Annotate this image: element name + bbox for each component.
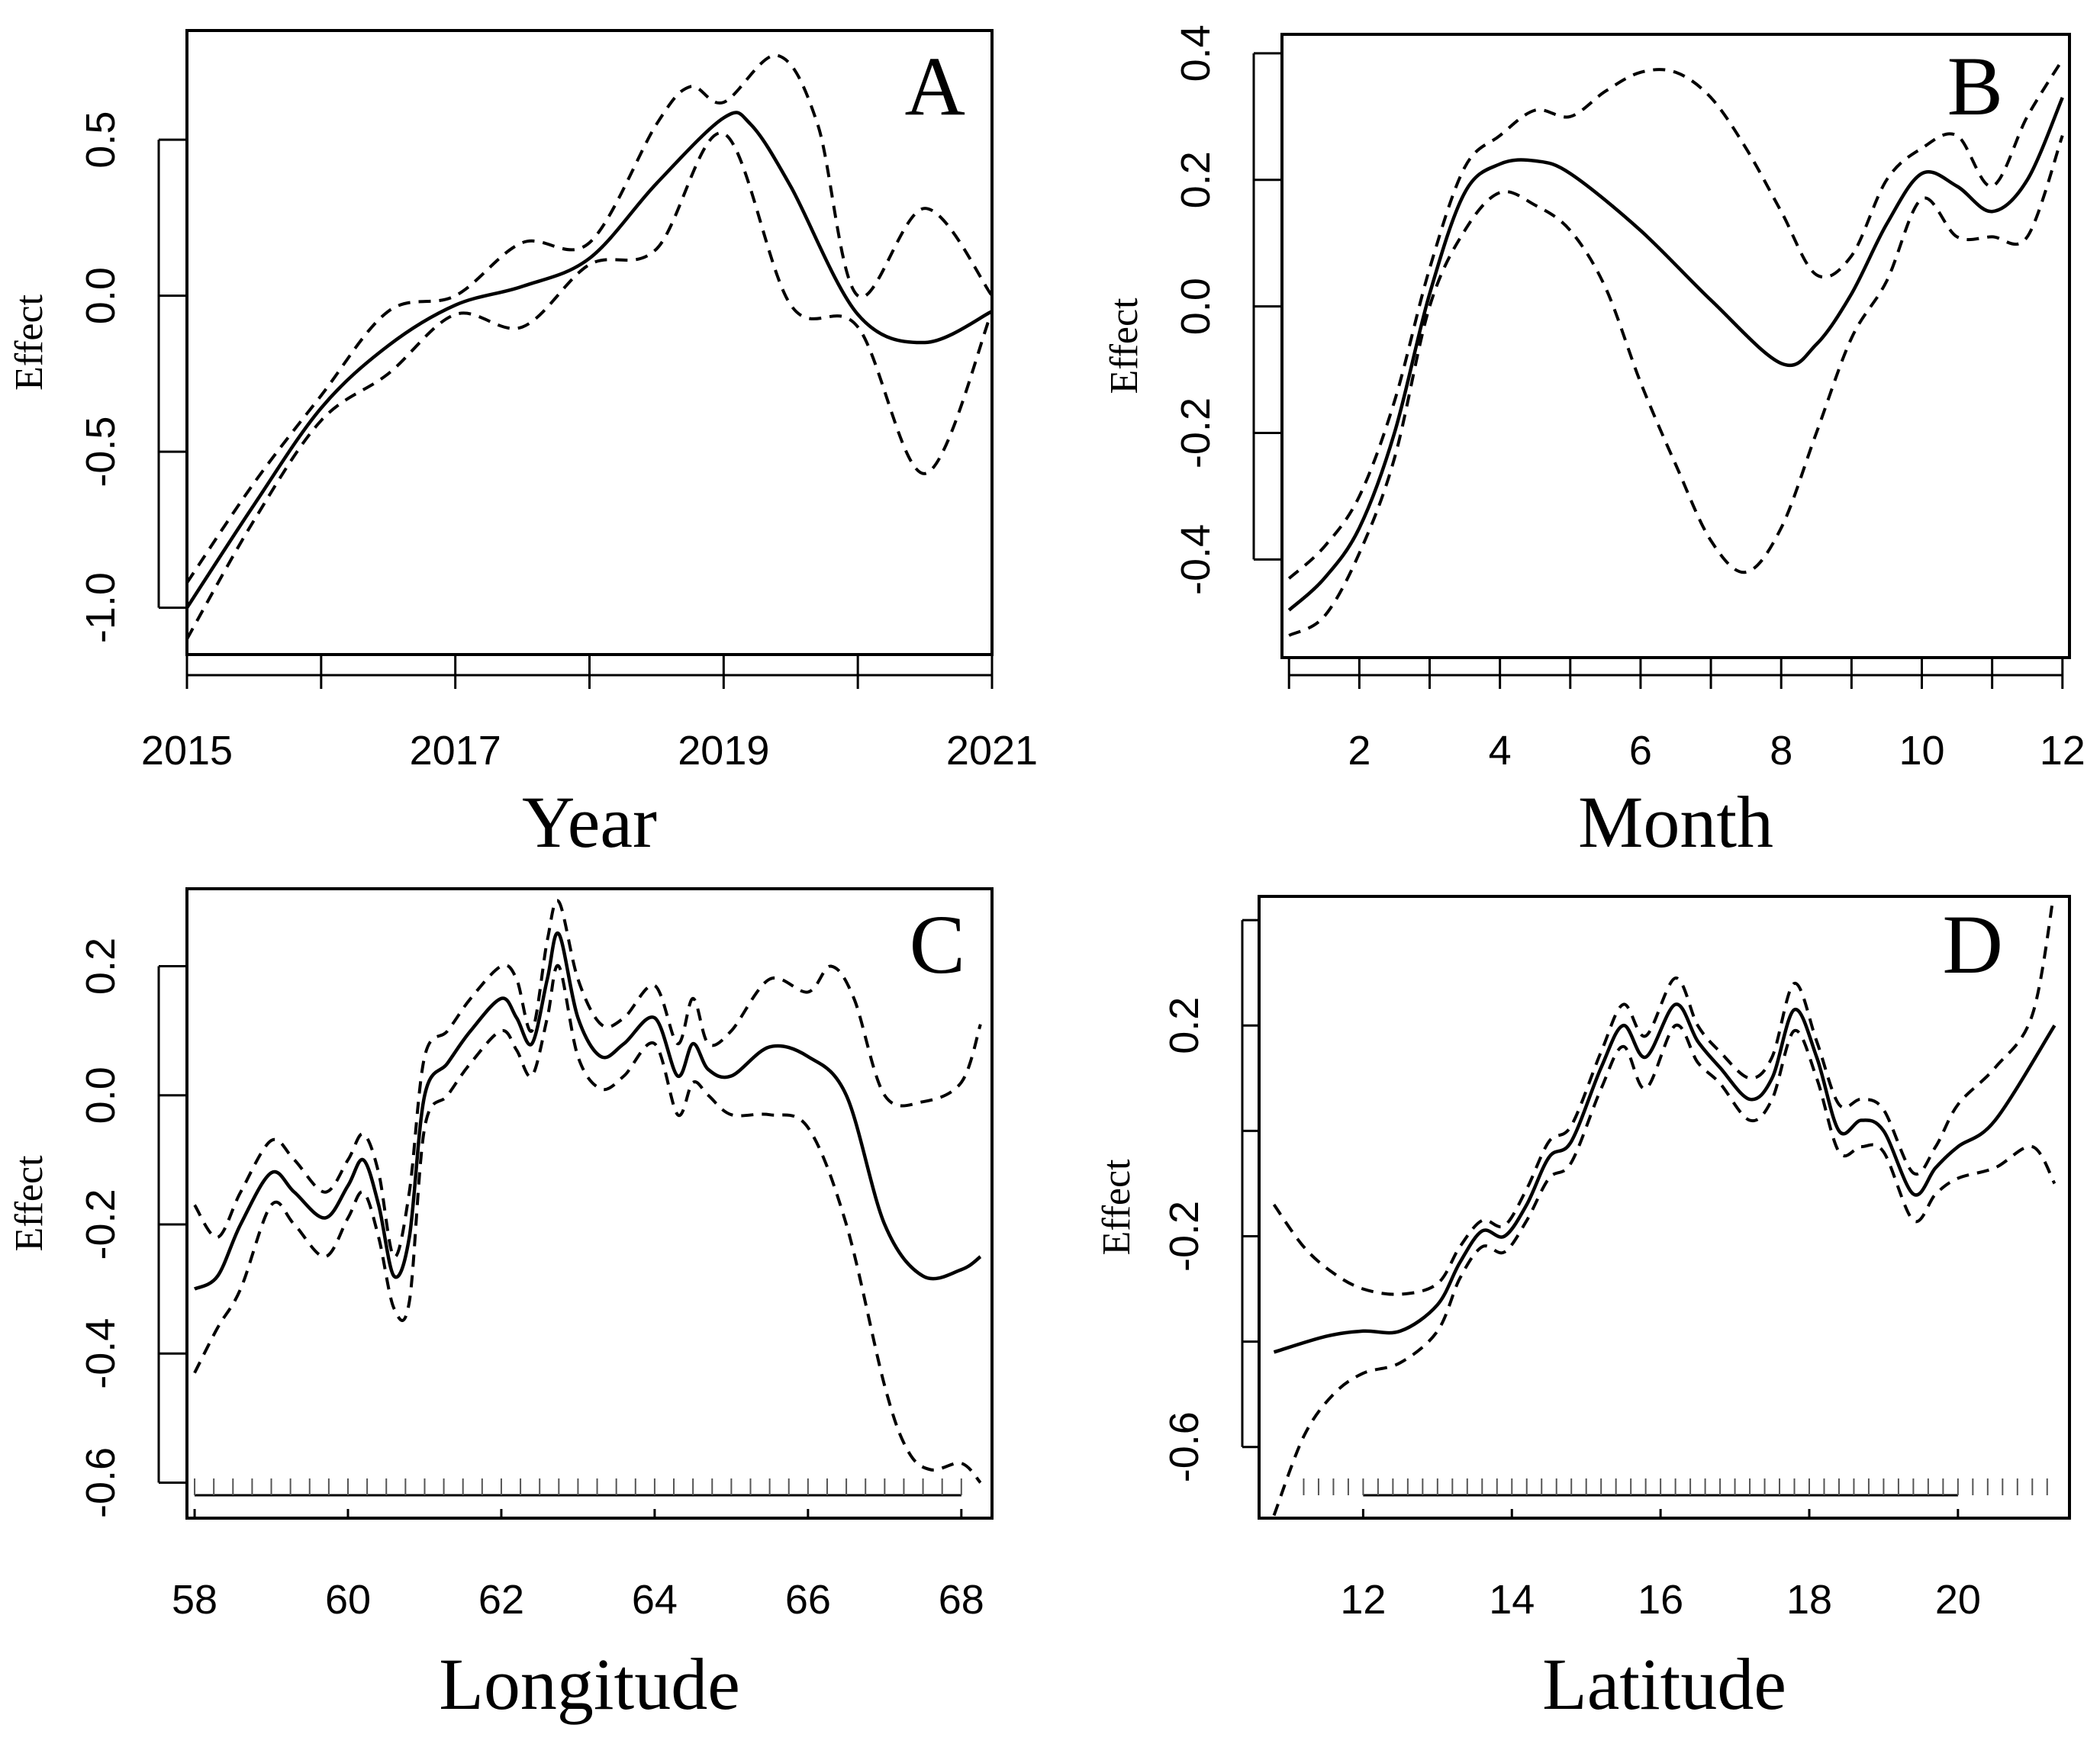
y-tick-label: 0.2 xyxy=(1161,997,1207,1054)
x-tick-label: 12 xyxy=(1340,1577,1386,1623)
smooth-fit-line xyxy=(1273,1002,2057,1354)
x-tick-label: 10 xyxy=(1899,728,1944,774)
x-tick-label: 2021 xyxy=(946,728,1038,774)
series-group xyxy=(1287,59,2064,637)
y-axis-title: Effect xyxy=(1095,1159,1139,1256)
confidence-upper-line xyxy=(193,899,982,1259)
x-tick-label: 64 xyxy=(632,1577,678,1623)
x-tick-label: 68 xyxy=(939,1577,984,1623)
smooth-fit-line xyxy=(187,111,992,609)
x-tick-label: 20 xyxy=(1935,1577,1981,1623)
y-tick-label: -0.2 xyxy=(1173,397,1219,468)
confidence-lower-line xyxy=(193,964,982,1484)
y-tick-label: 0.0 xyxy=(78,267,124,324)
y-tick-label: 0.0 xyxy=(78,1067,124,1124)
y-tick-label: 0.2 xyxy=(78,938,124,995)
x-tick-label: 18 xyxy=(1786,1577,1832,1623)
y-tick-label: 0.2 xyxy=(1173,151,1219,208)
y-tick-label: -0.4 xyxy=(78,1318,124,1389)
confidence-upper-line xyxy=(187,53,992,584)
x-tick-label: 12 xyxy=(2040,728,2086,774)
y-axis-title: Effect xyxy=(8,1155,51,1252)
series-group xyxy=(193,899,982,1484)
y-axis-title: Effect xyxy=(8,294,51,391)
confidence-upper-line xyxy=(1287,59,2064,580)
x-tick-label: 60 xyxy=(325,1577,371,1623)
confidence-upper-line xyxy=(1272,896,2055,1296)
x-tick-label: 62 xyxy=(478,1577,524,1623)
x-tick-label: 16 xyxy=(1638,1577,1683,1623)
x-axis-title: Longitude xyxy=(439,1643,740,1725)
y-tick-label: 0.4 xyxy=(1173,24,1219,82)
x-tick-label: 66 xyxy=(785,1577,831,1623)
confidence-lower-line xyxy=(187,131,992,640)
y-tick-label: -0.6 xyxy=(78,1447,124,1518)
y-tick-label: -1.0 xyxy=(78,572,124,643)
panel-C: 58 60 62 64 66 68 -0.6 -0.4 -0.2 0.0 0.2 Longitude E… xyxy=(8,887,994,1725)
y-tick-label: -0.2 xyxy=(1161,1201,1207,1272)
x-tick-label: 8 xyxy=(1770,728,1792,774)
x-tick-label: 6 xyxy=(1629,728,1652,774)
y-tick-label: -0.6 xyxy=(1161,1411,1207,1482)
smooth-fit-line xyxy=(1287,97,2064,612)
plot-frame xyxy=(185,29,994,656)
x-tick-label: 2 xyxy=(1348,728,1370,774)
x-tick-label: 2017 xyxy=(410,728,501,774)
panel-letter: B xyxy=(1947,40,2003,133)
panel-D: 12 14 16 18 20 -0.6 -0.2 0.2 Latitude Effect D xyxy=(1095,895,2071,1725)
confidence-lower-line xyxy=(1272,1023,2057,1517)
x-tick-label: 14 xyxy=(1489,1577,1535,1623)
panel-A: 2015 2017 2019 2021 -1.0 -0.5 0.0 0.5 Year Effect… xyxy=(8,29,1038,863)
confidence-lower-line xyxy=(1288,135,2064,637)
plot-frame xyxy=(185,887,994,1520)
plot-frame xyxy=(1258,895,2071,1520)
y-tick-label: 0.5 xyxy=(78,111,124,169)
x-tick-label: 2019 xyxy=(678,728,769,774)
panel-letter: D xyxy=(1943,898,2003,991)
y-tick-label: -0.5 xyxy=(78,417,124,487)
smooth-fit-line xyxy=(193,931,982,1291)
panel-letter: C xyxy=(910,898,965,991)
x-axis-title: Month xyxy=(1578,781,1773,863)
y-tick-label: -0.4 xyxy=(1173,524,1219,595)
panel-letter: A xyxy=(905,40,965,133)
y-tick-label: -0.2 xyxy=(78,1189,124,1260)
x-tick-label: 2015 xyxy=(141,728,233,774)
y-tick-label: 0.0 xyxy=(1173,278,1219,335)
panel-B: 2 4 6 8 10 12 -0.4 -0.2 0.0 0.2 0.4 Month Effect B xyxy=(1103,24,2086,863)
x-axis-title: Year xyxy=(522,781,657,863)
x-axis-title: Latitude xyxy=(1542,1643,1786,1725)
x-tick-label: 58 xyxy=(172,1577,217,1623)
plot-frame xyxy=(1280,33,2071,659)
y-axis-title: Effect xyxy=(1103,298,1146,394)
series-group xyxy=(1272,896,2057,1517)
series-group xyxy=(187,53,992,640)
x-tick-label: 4 xyxy=(1489,728,1512,774)
